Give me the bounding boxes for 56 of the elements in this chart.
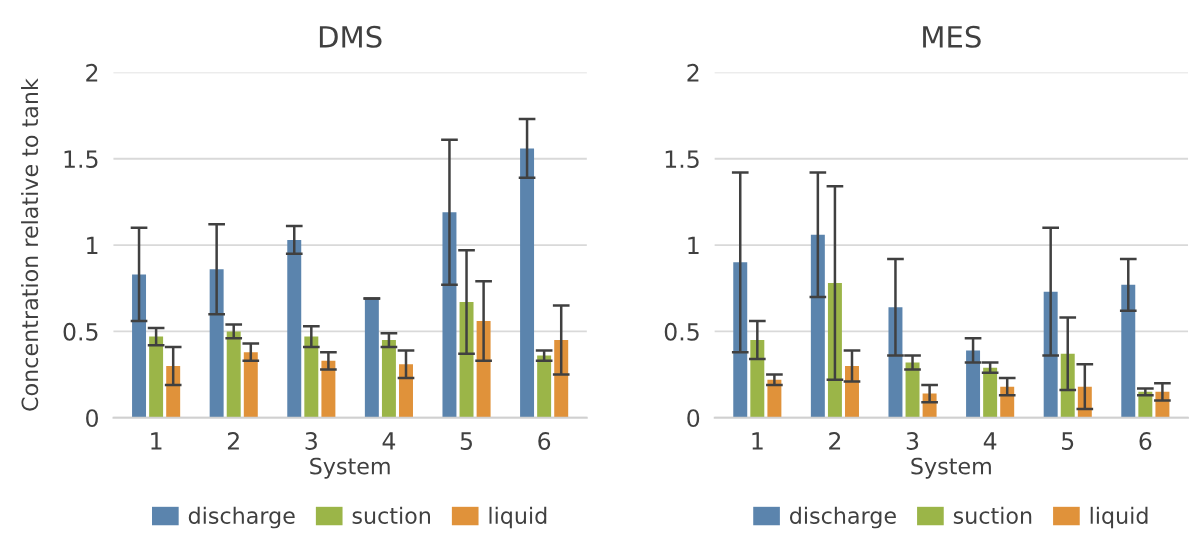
y-tick-label: 0.5 [63, 322, 98, 341]
bar [767, 379, 782, 418]
y-tick-label: 1 [688, 236, 699, 255]
bar [966, 350, 981, 418]
bar [287, 239, 302, 418]
bar [209, 269, 224, 418]
bar [149, 336, 164, 418]
x-tick-label: 3 [906, 432, 919, 450]
y-tick-label: 2 [687, 63, 699, 82]
x-tick-label: 4 [983, 432, 997, 450]
x-tick-label: 2 [227, 432, 239, 450]
bar [1121, 284, 1136, 418]
y-tick-label: 0.5 [664, 322, 699, 341]
y-tick-label: 0 [86, 409, 98, 428]
bar [243, 352, 258, 418]
x-tick-label: 1 [151, 432, 162, 450]
x-tick-label: 5 [460, 432, 472, 450]
legend-label: liquid [1090, 506, 1148, 529]
bar [810, 234, 825, 418]
x-tick-label: 6 [1139, 432, 1152, 450]
y-tick-label: 1.5 [665, 150, 699, 169]
bar [226, 331, 241, 418]
legend-label: discharge [188, 506, 295, 529]
y-tick-label: 0 [687, 409, 700, 428]
legend-label: discharge [790, 506, 896, 529]
bar [399, 364, 413, 418]
x-tick-label: 4 [382, 432, 396, 450]
bar [750, 340, 765, 418]
x-tick-label: 3 [305, 432, 317, 450]
legend-label: liquid [489, 506, 547, 529]
bar [983, 367, 998, 418]
bar [537, 355, 552, 418]
y-tick-label: 1.5 [64, 150, 98, 169]
chart-title: DMS [319, 25, 382, 48]
bar [166, 365, 181, 418]
x-axis-title: System [911, 457, 991, 479]
x-tick-label: 5 [1062, 432, 1074, 450]
x-tick-label: 2 [829, 432, 841, 450]
bar [442, 212, 457, 418]
bar [733, 262, 748, 418]
legend-label: suction [352, 506, 430, 525]
bar [364, 298, 379, 418]
x-tick-label: 6 [538, 432, 551, 450]
legend-label: suction [953, 506, 1032, 525]
bar [905, 362, 920, 418]
x-tick-label: 1 [752, 432, 763, 450]
y-tick-label: 1 [87, 236, 98, 255]
x-axis-title: System [310, 457, 390, 479]
bar [381, 340, 396, 418]
chart-title: MES [923, 25, 981, 48]
bar [520, 148, 535, 418]
bar [321, 360, 336, 418]
y-tick-label: 2 [86, 63, 98, 82]
bar [304, 336, 319, 418]
bar [132, 274, 147, 418]
y-axis-title: Concentration relative to tank [21, 78, 39, 411]
